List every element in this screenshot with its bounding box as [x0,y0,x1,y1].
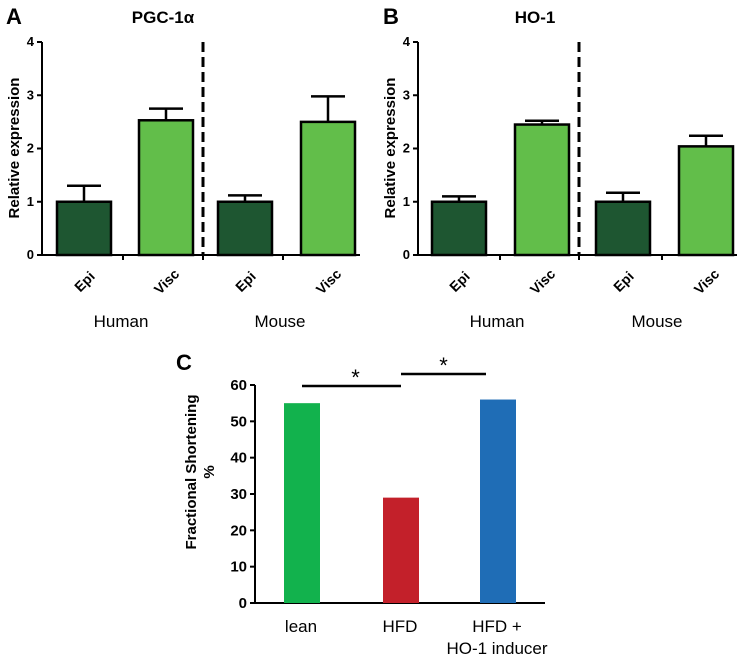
panel-b-chart: B HO-1 Relative expression Human Mouse 0… [382,4,737,331]
panel-a-chart: A PGC-1α Relative expression Human Mouse… [6,4,360,331]
panel-b-xtick-label: Visc [527,266,559,298]
panel-a-xtick-label: Epi [232,268,259,295]
panel-c-xtick-hfd-inducer-line2: HO-1 inducer [446,639,547,658]
panel-c-ytick-label: 10 [230,559,247,576]
panel-a-letter: A [6,4,22,29]
panel-b-letter: B [383,4,399,29]
panel-c-ytick-label: 60 [230,377,247,394]
panel-b-group-human: Human [470,312,525,331]
panel-a-group-mouse: Mouse [254,312,305,331]
panel-c-ytick-label: 0 [239,595,247,612]
panel-c-ytick-label: 20 [230,522,247,539]
panel-b-bar [677,145,735,257]
panel-b-ylabel: Relative expression [382,78,399,219]
panel-c-xtick-lean: lean [285,617,317,636]
panel-a-xtick-label: Epi [71,268,98,295]
panel-c-chart: C Fractional Shortening % lean HFD HFD +… [176,350,548,658]
panel-c-xtick-hfd: HFD [383,617,418,636]
panel-c-xtick-hfd-inducer-line1: HFD + [472,617,522,636]
panel-b-ytick-label: 0 [403,247,410,262]
panel-c-ylabel-line2: % [201,465,218,478]
panel-b-bar [513,123,571,257]
panel-a-bar [299,120,357,257]
panel-c-ytick-label: 50 [230,413,247,430]
panel-c-letter: C [176,350,192,375]
panel-a-ytick-label: 0 [27,247,34,262]
panel-b-ytick-label: 4 [403,34,411,49]
panel-a-bar [216,200,274,257]
panel-b-ytick-label: 1 [403,194,410,209]
panel-b-ytick-label: 3 [403,87,410,102]
panel-a-bar [55,200,113,257]
panel-a-ytick-label: 4 [27,34,35,49]
panel-b-bar [594,200,652,257]
panel-c-significance-star: * [351,365,360,390]
panel-b-ytick-label: 2 [403,141,410,156]
panel-a-ytick-label: 1 [27,194,34,209]
panel-c-ytick-label: 30 [230,486,247,503]
panel-c-ytick-label: 40 [230,450,247,467]
panel-c-significance-star: * [439,353,448,378]
panel-a-xtick-label: Visc [313,266,345,298]
panel-c-bar [480,399,516,603]
panel-b-xtick-label: Epi [446,268,473,295]
panel-b-group-mouse: Mouse [631,312,682,331]
panel-c-bar [284,403,320,603]
panel-a-title: PGC-1α [132,8,195,27]
panel-b-xtick-label: Epi [610,268,637,295]
panel-a-group-human: Human [94,312,149,331]
panel-b-xtick-label: Visc [691,266,723,298]
panel-b-title: HO-1 [515,8,556,27]
panel-c-bar [383,497,419,603]
panel-a-bar [137,119,195,257]
panel-a-ytick-label: 2 [27,141,34,156]
panel-b-bar [430,200,488,257]
panel-a-xtick-label: Visc [151,266,183,298]
panel-a-ytick-label: 3 [27,87,34,102]
panel-c-ylabel-line1: Fractional Shortening [183,394,200,549]
panel-a-ylabel: Relative expression [6,78,23,219]
